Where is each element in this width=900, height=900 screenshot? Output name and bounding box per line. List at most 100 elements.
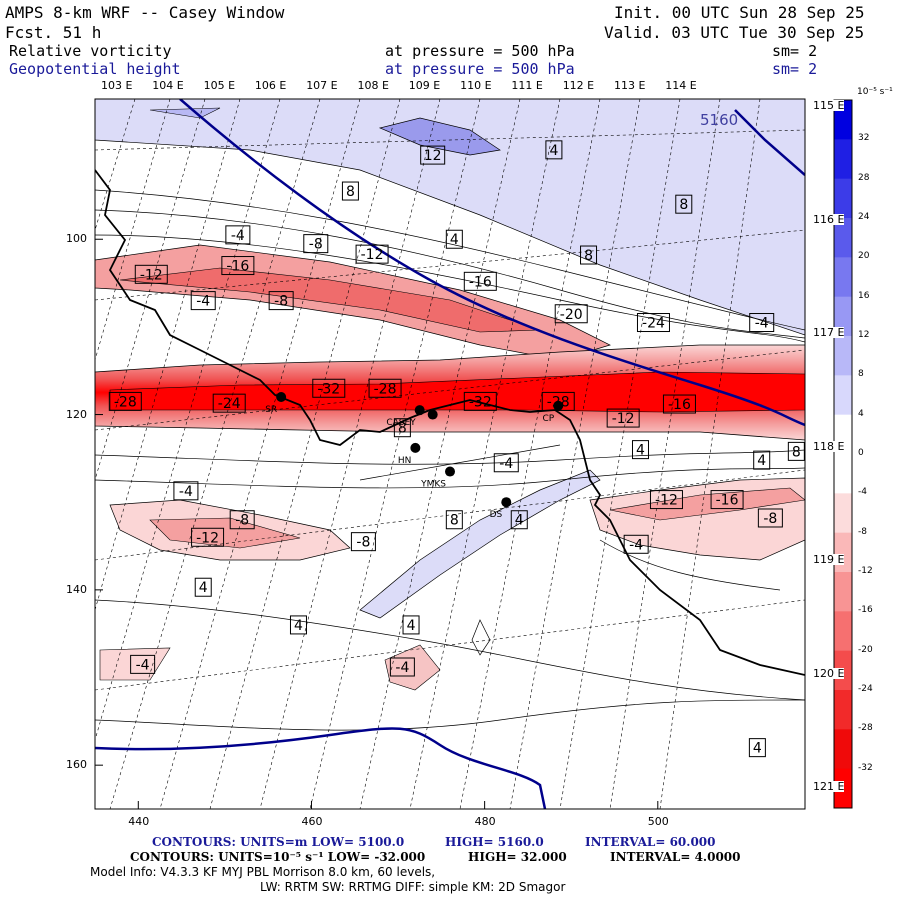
colorbar-swatch (834, 296, 852, 337)
contour-label-text: 4 (515, 513, 524, 529)
model-info: Model Info: V4.3.3 KF MYJ PBL Morrison 8… (90, 865, 436, 879)
height-contour-high: HIGH= 5160.0 (445, 835, 544, 849)
contour-label: -4 (749, 313, 775, 333)
colorbar-swatch (834, 178, 852, 219)
longitude-label-top: 105 E (203, 79, 236, 92)
station-code: CASEY (386, 418, 416, 428)
contour-label-box (710, 490, 744, 510)
contour-label-text: -4 (629, 537, 643, 553)
contour-label-text: -8 (274, 294, 288, 310)
x-tick-label: 460 (301, 815, 323, 828)
longitude-label-top: 114 E (665, 79, 697, 92)
contour-label-text: 8 (792, 444, 801, 460)
contour-label: -4 (130, 654, 156, 674)
colorbar-level-label: 32 (858, 133, 870, 144)
longitude-label-right: 116 E (813, 212, 845, 226)
contour-label: 4 (289, 615, 307, 635)
vorticity-contour-high: HIGH= 32.000 (468, 850, 567, 864)
longitude-label-top: 108 E (357, 79, 389, 92)
contour-label: -8 (229, 510, 255, 530)
longitude-label-right: 120 E (813, 666, 845, 680)
contour-label: -24 (212, 393, 246, 413)
contour-lines (95, 189, 805, 731)
contour-label-text: -12 (655, 493, 678, 509)
contour-label-text: -16 (668, 397, 691, 413)
contour-label-text: -4 (755, 316, 769, 332)
contour-label-text: -32 (469, 394, 492, 410)
station-marker (276, 392, 287, 403)
station-marker (410, 442, 421, 453)
colorbar-level-label: 12 (858, 330, 870, 340)
contour-label-text: -12 (196, 530, 219, 546)
x-tick-label: 440 (128, 815, 150, 828)
contour-label: 4 (402, 615, 420, 635)
x-tick-label: 500 (647, 815, 669, 828)
contour-label-box (757, 508, 783, 528)
contour-label: -12 (649, 490, 683, 510)
contour-label-text: -4 (179, 484, 193, 500)
longitude-label-top: 110 E (460, 79, 492, 92)
station-marker (553, 400, 564, 411)
station-code: DS (490, 510, 503, 520)
contour-label-box (355, 244, 389, 264)
contour-label-text: 4 (753, 741, 762, 757)
contour-label-text: 8 (450, 513, 459, 529)
positive-vorticity-core (378, 117, 501, 156)
colorbar-swatch (834, 139, 852, 180)
y-tick-label: 120 (66, 407, 87, 421)
contour-label: -4 (389, 657, 415, 677)
colorbar-level-label: -12 (858, 566, 873, 576)
contour-label-text: -4 (136, 657, 150, 673)
colorbar-swatch (834, 493, 852, 534)
contour-label-box (580, 245, 598, 265)
height-contour-interval: INTERVAL= 60.000 (585, 835, 716, 849)
contour-label-box (108, 391, 142, 411)
y-tick-label: 160 (66, 758, 87, 772)
contour-label-box (130, 654, 156, 674)
contour-label-box (341, 181, 359, 201)
contour-label-text: 12 (424, 148, 442, 164)
contour-label: 8 (675, 194, 693, 214)
contour-label-layer: 12 4 8 8 -4 4 -8 8 -12 -16 -12 -16 -4 -8 -20 -24 -4 -32 -2… (108, 140, 805, 758)
contour-label-box (748, 738, 766, 758)
colorbar-level-label: -24 (858, 684, 873, 694)
longitude-label-top: 111 E (511, 79, 543, 92)
contour-label-text: -4 (395, 660, 409, 676)
contour-label-box (636, 313, 670, 333)
contour-label-box (631, 440, 649, 460)
colorbar-swatch (834, 572, 852, 612)
contour-label-text: 8 (584, 248, 593, 264)
x-tick-label: 480 (474, 815, 496, 828)
contour-label: 8 (787, 441, 805, 461)
longitude-label-top: 113 E (614, 79, 646, 92)
station-marker (414, 405, 425, 416)
colorbar-level-label: -20 (858, 644, 873, 655)
longitude-label-right: 119 E (813, 553, 845, 566)
colorbar-level-label: 4 (858, 408, 864, 419)
contour-label-text: 8 (346, 184, 355, 200)
contour-label-box (194, 577, 212, 597)
contour-label-text: -28 (114, 394, 137, 410)
colorbar-swatch (834, 375, 852, 416)
contour-label-box (787, 441, 805, 461)
contour-label: 4 (748, 738, 766, 758)
contour-label: -32 (312, 378, 346, 398)
contour-label-text: -8 (763, 511, 777, 527)
y-tick-label: 100 (66, 232, 87, 246)
contour-label: 4 (510, 510, 528, 530)
colorbar (833, 99, 853, 809)
contour-label: 4 (445, 229, 463, 249)
colorbar-level-label: 28 (858, 172, 870, 183)
contour-label-box (675, 194, 693, 214)
contour-label-text: -12 (612, 411, 635, 427)
contour-label-text: 4 (294, 618, 303, 634)
contour-label-box (445, 229, 463, 249)
geopotential-height-contour-ne (734, 109, 805, 176)
colorbar-level-label: -8 (858, 526, 867, 537)
contour-label-box (268, 291, 294, 311)
field1-name: Relative vorticity (9, 42, 172, 60)
positive-vorticity-weak (149, 107, 221, 119)
contour-label-box (389, 657, 415, 677)
contour-label-box (402, 615, 420, 635)
